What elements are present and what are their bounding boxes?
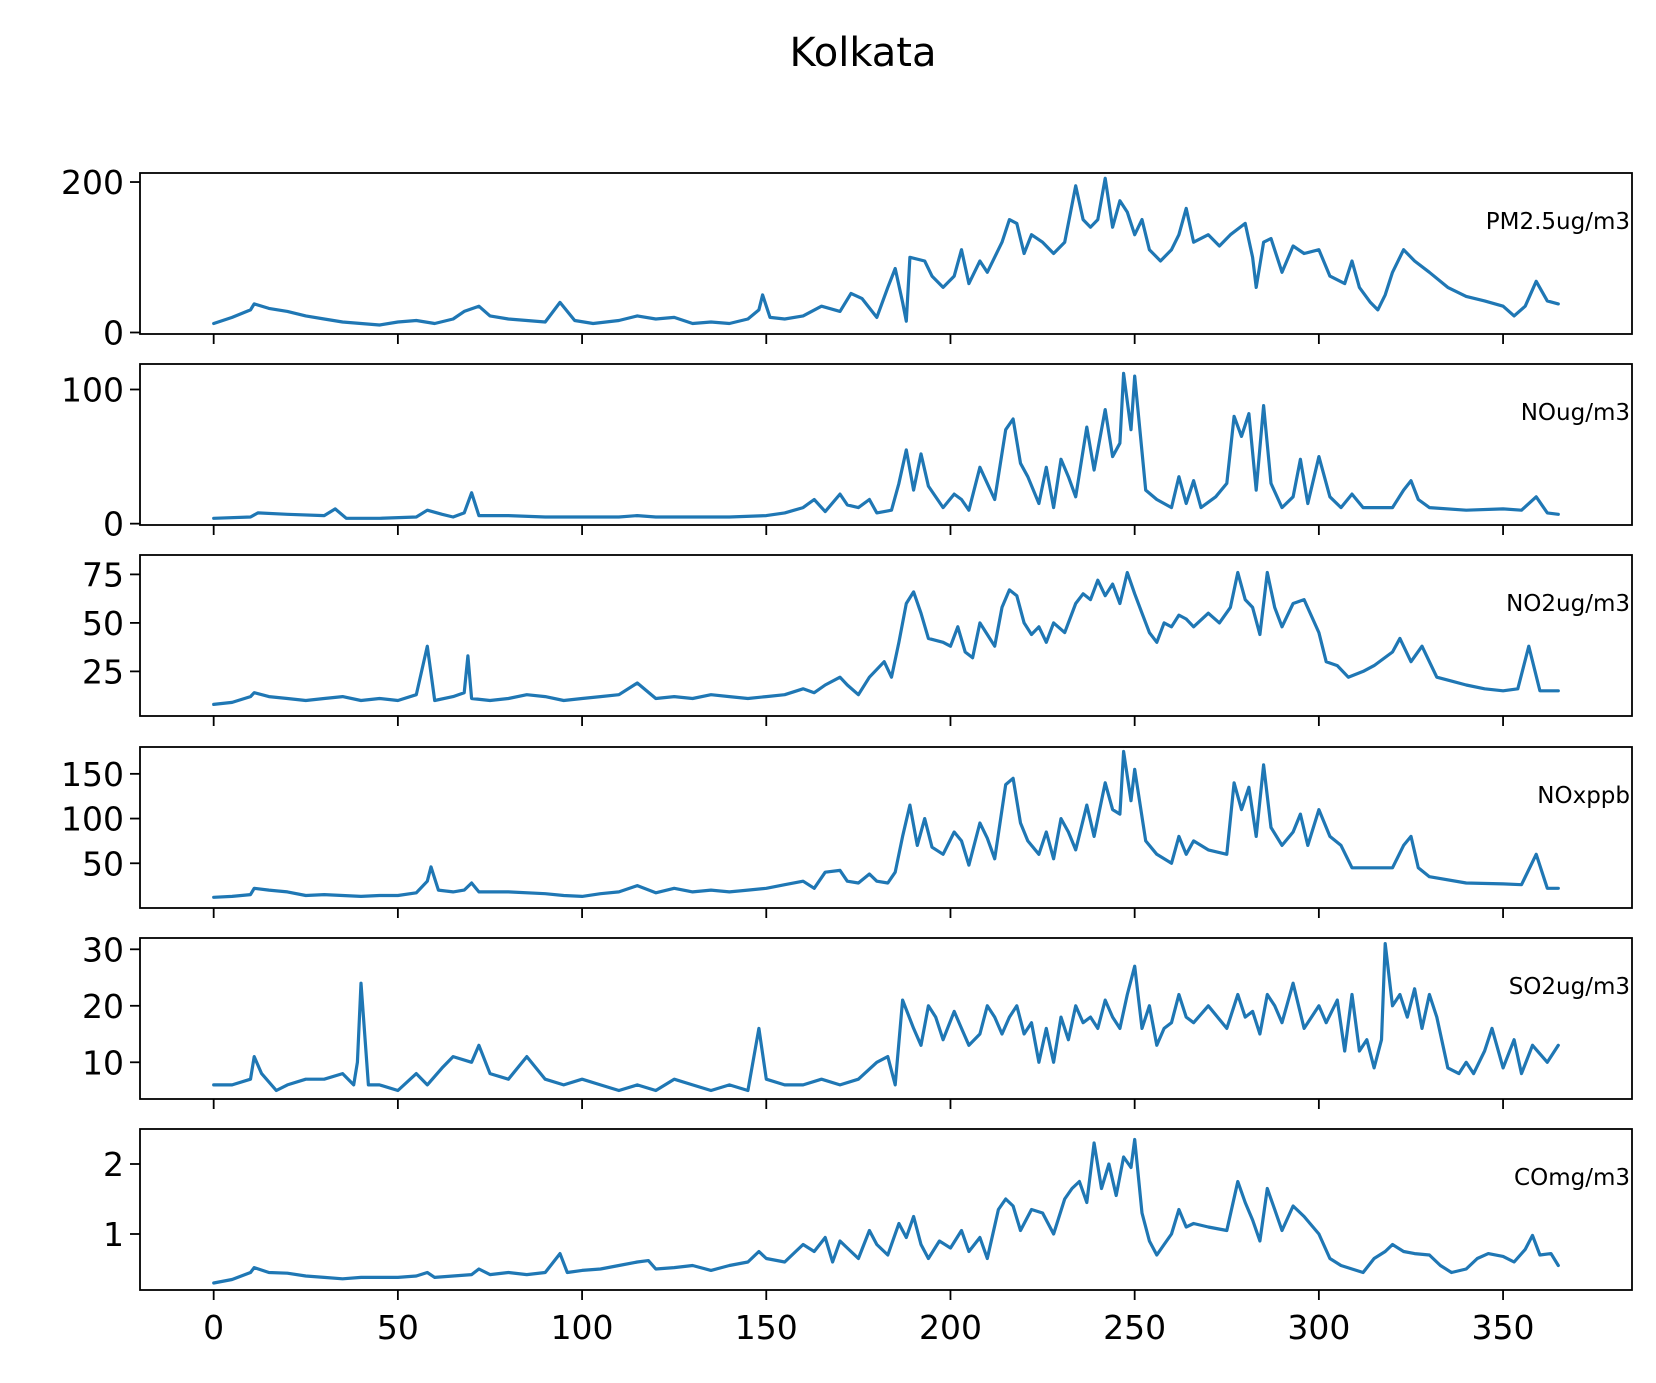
panel-3: 25 50 75 NO2ug/m3 <box>82 554 1633 726</box>
x-tick-label: 350 <box>1472 1308 1535 1347</box>
panel-5: 10 20 30 SO2ug/m3 <box>82 930 1633 1109</box>
series-line <box>212 942 1560 1093</box>
x-tick-label: 150 <box>735 1308 798 1347</box>
x-tick-label: 300 <box>1287 1308 1350 1347</box>
y-tick-label: 75 <box>82 555 124 594</box>
y-tick-label: 30 <box>82 930 124 969</box>
x-tick-label: 200 <box>919 1308 982 1347</box>
panel-6: 1 2 0 50 100 150 200 250 300 350 COmg/m3 <box>103 1128 1633 1347</box>
y-tick-label: 25 <box>82 652 124 691</box>
series-label: COmg/m3 <box>1514 1165 1630 1191</box>
series-line <box>212 371 1560 520</box>
series-line <box>212 570 1560 706</box>
y-tick-label: 100 <box>61 370 124 409</box>
axes-frame <box>139 554 1633 717</box>
axes-frame <box>139 937 1633 1100</box>
series-label: PM2.5ug/m3 <box>1486 209 1630 235</box>
y-tick-label: 150 <box>61 755 124 794</box>
axes-frame <box>139 172 1633 335</box>
x-tick-label: 0 <box>203 1308 224 1347</box>
axes-frame <box>139 1128 1633 1291</box>
panel-2: 0 100 NOug/m3 <box>61 363 1633 544</box>
x-tick-label: 250 <box>1103 1308 1166 1347</box>
series-label: NOug/m3 <box>1521 400 1630 426</box>
axes-frame <box>139 746 1633 909</box>
series-line <box>212 749 1560 899</box>
series-label: SO2ug/m3 <box>1509 974 1630 1000</box>
panel-1: 0 200 PM2.5ug/m3 <box>61 163 1633 352</box>
series-label: NOxppb <box>1537 783 1630 809</box>
chart-title: Kolkata <box>790 30 937 76</box>
y-tick-label: 20 <box>82 987 124 1026</box>
y-tick-label: 100 <box>61 800 124 839</box>
y-tick-label: 10 <box>82 1043 124 1082</box>
y-tick-label: 200 <box>61 163 124 202</box>
y-tick-label: 50 <box>82 844 124 883</box>
panels-layer: 0200PM2.5ug/m30100NOug/m3255075NO2ug/m35… <box>61 163 1633 1347</box>
x-tick-label: 100 <box>551 1308 614 1347</box>
y-tick-label: 50 <box>82 604 124 643</box>
y-tick-label: 0 <box>103 505 124 544</box>
y-tick-label: 0 <box>103 313 124 352</box>
axes-frame <box>139 363 1633 526</box>
panel-4: 50 100 150 NOxppb <box>61 746 1633 918</box>
series-line <box>212 176 1560 327</box>
y-tick-label: 2 <box>103 1145 124 1184</box>
series-line <box>212 1137 1560 1285</box>
series-label: NO2ug/m3 <box>1506 591 1630 617</box>
y-tick-label: 1 <box>103 1215 124 1254</box>
x-tick-label: 50 <box>377 1308 419 1347</box>
